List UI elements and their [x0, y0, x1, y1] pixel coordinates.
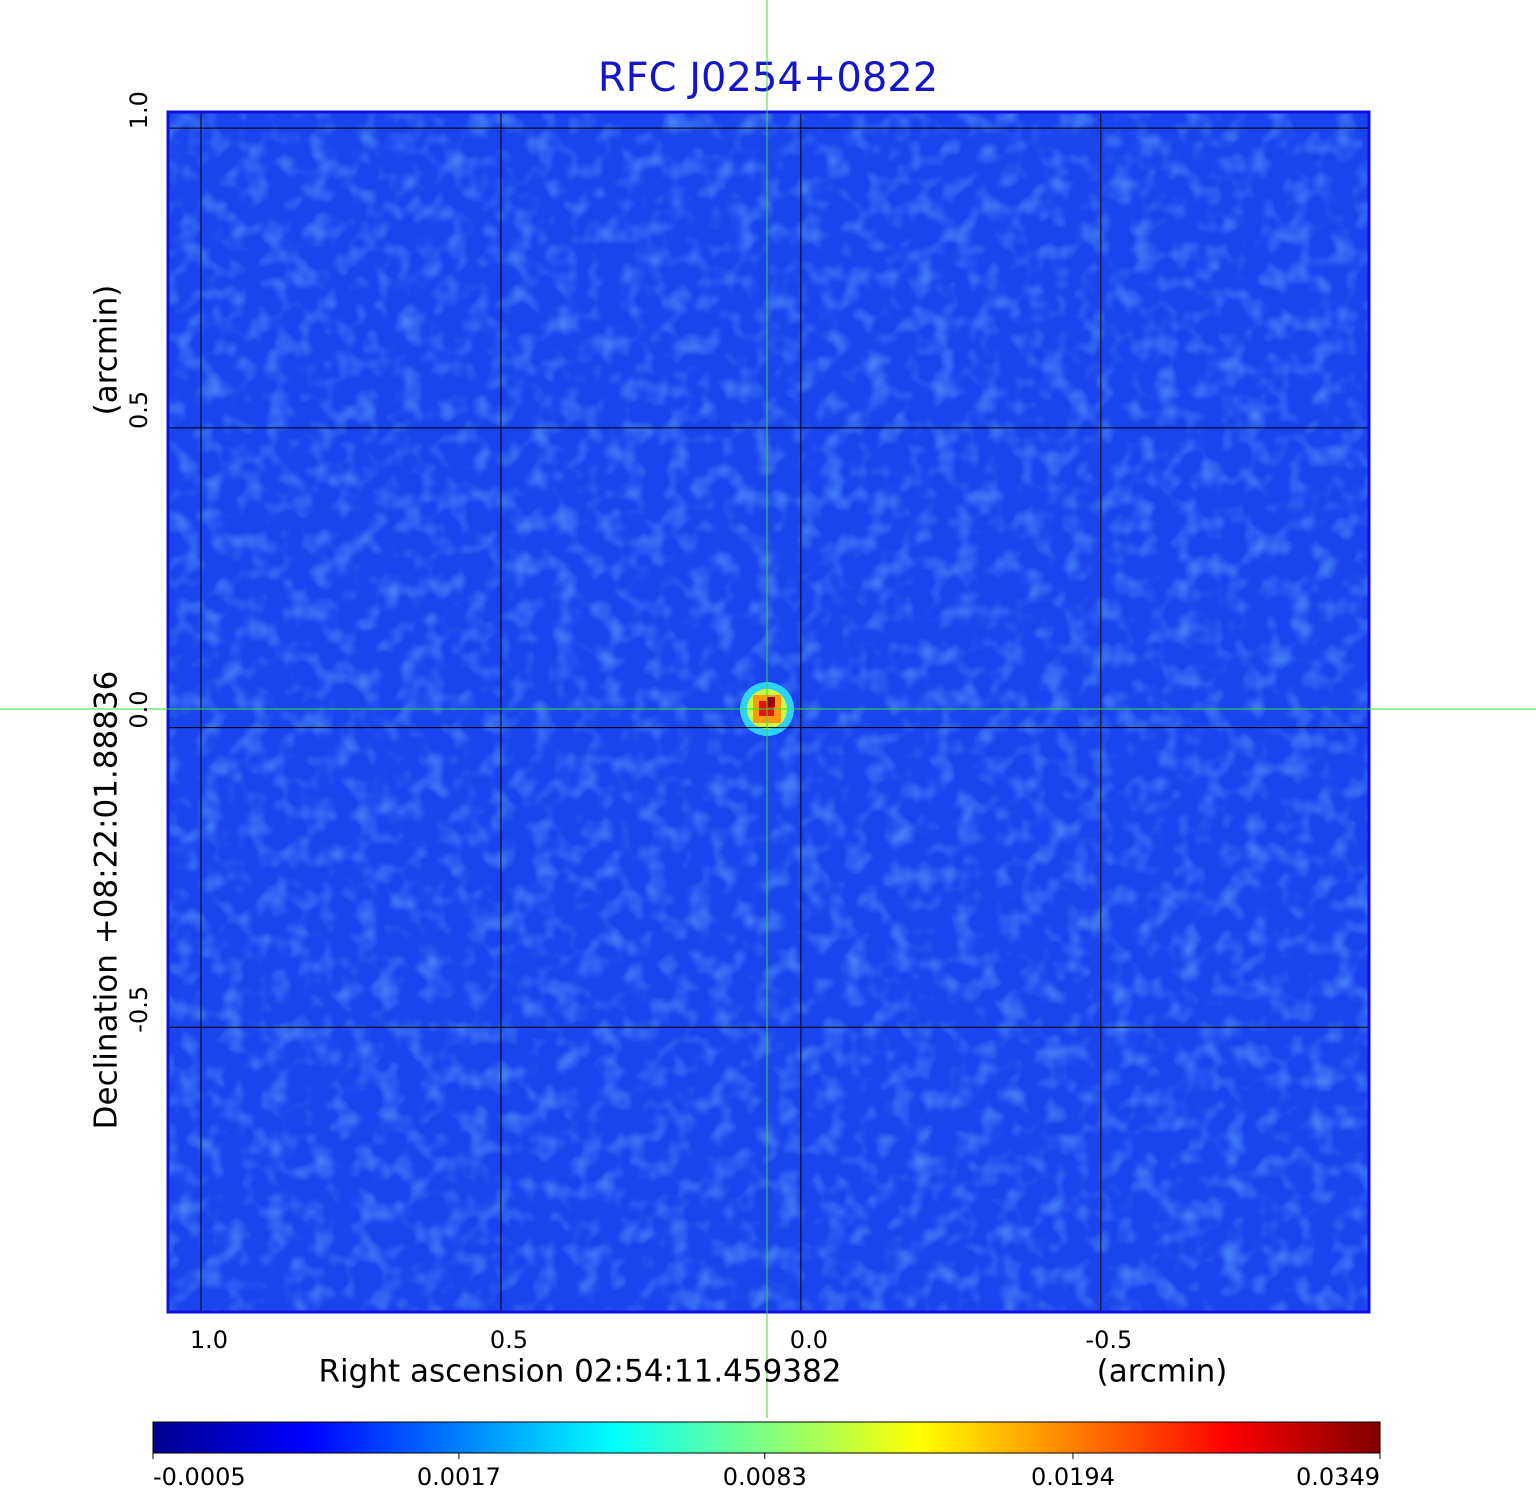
x-axis-unit: (arcmin): [1097, 1354, 1228, 1390]
colorbar-tick-label: 0.0017: [417, 1463, 501, 1491]
x-tick-label: 0.0: [790, 1326, 828, 1354]
colorbar-tick-label: -0.0005: [153, 1463, 246, 1491]
plot-frame: [166, 110, 1371, 1314]
colorbar-tick-label: 0.0349: [1296, 1463, 1380, 1491]
x-tick-label: 0.5: [490, 1326, 528, 1354]
y-tick-label: 0.5: [125, 391, 153, 429]
y-tick-label: -0.5: [125, 986, 153, 1033]
y-tick-label: 1.0: [125, 91, 153, 129]
y-axis-label: Declination +08:22:01.88836: [89, 671, 125, 1130]
image: [168, 112, 1369, 1312]
x-tick-label: -0.5: [1085, 1326, 1132, 1354]
x-tick-label: 1.0: [190, 1326, 228, 1354]
colorbar-tick-label: 0.0194: [1031, 1463, 1115, 1491]
colorbar-tick-label: 0.0083: [723, 1463, 807, 1491]
y-tick-label: 0.0: [125, 690, 153, 728]
grid: [168, 112, 1369, 1312]
chart-title: RFC J0254+0822: [598, 55, 938, 101]
x-axis-label: Right ascension 02:54:11.459382: [318, 1354, 841, 1390]
source-peak: [767, 697, 775, 707]
colorbar: [152, 1421, 1381, 1454]
y-axis-unit: (arcmin): [89, 285, 125, 416]
